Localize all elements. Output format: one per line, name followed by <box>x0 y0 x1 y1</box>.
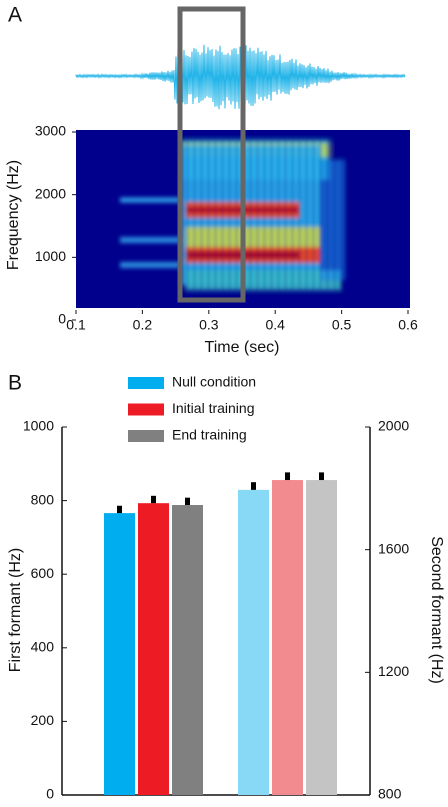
y2-tick-label: 800 <box>378 786 402 802</box>
spectrogram-striation <box>284 130 287 308</box>
x-tick-label: 0.2 <box>133 317 153 333</box>
bar <box>238 489 269 795</box>
legend-label: Initial training <box>172 400 255 416</box>
error-bar <box>285 472 290 481</box>
spectrogram-striation <box>235 130 238 308</box>
legend-swatch <box>128 403 164 416</box>
spectrogram-striation <box>291 130 294 308</box>
spectrogram-striation <box>193 130 196 308</box>
y2-tick-label: 2000 <box>378 418 409 434</box>
spectrogram-striation <box>298 130 301 308</box>
y-tick-label: 800 <box>31 491 55 507</box>
x-tick-label: 0.6 <box>398 317 418 333</box>
spectrogram-striation <box>270 130 273 308</box>
y2-tick-label: 1200 <box>378 663 409 679</box>
spectrogram-striation <box>305 130 308 308</box>
panel-label: A <box>8 4 22 27</box>
error-bar <box>319 472 324 481</box>
spectrogram-striation <box>214 130 217 308</box>
highlight-box <box>177 6 246 303</box>
bar <box>104 513 135 795</box>
spectrogram-striation <box>221 130 224 308</box>
waveform-line <box>75 43 406 110</box>
spectrogram-striation <box>263 130 266 308</box>
bar <box>306 480 337 795</box>
spectrogram-band <box>120 237 180 243</box>
y-tick-label: 200 <box>31 712 55 728</box>
y-tick-label: 3000 <box>35 123 66 139</box>
y2-tick-label: 1600 <box>378 540 409 556</box>
y-tick-label: 0 <box>58 311 66 327</box>
spectrogram-striation <box>326 130 329 308</box>
legend-swatch <box>128 377 164 389</box>
y-tick-label: 400 <box>31 639 55 655</box>
y-tick-label: 600 <box>31 565 55 581</box>
x-tick-label: 0.1 <box>66 317 86 333</box>
spectrogram-striation <box>312 130 315 308</box>
spectrogram-striation <box>207 130 210 308</box>
y2-axis-label: Second formant (Hz) <box>428 536 445 684</box>
spectrogram-striation <box>333 130 336 308</box>
spectrogram-striation <box>249 130 252 308</box>
spectrogram-striation <box>319 130 322 308</box>
y-axis-label: Frequency (Hz) <box>5 160 22 270</box>
spectrogram-striation <box>186 130 189 308</box>
legend-label: Null condition <box>172 374 256 390</box>
spectrogram-band <box>120 262 180 268</box>
waveform <box>75 43 406 110</box>
y-axis-label: First formant (Hz) <box>7 548 24 672</box>
legend-swatch <box>128 430 164 442</box>
x-tick-label: 0.4 <box>265 317 285 333</box>
y-tick-label: 1000 <box>23 418 54 434</box>
error-bar <box>251 482 256 490</box>
spectrogram-striation <box>256 130 259 308</box>
error-bar <box>117 505 122 514</box>
legend-label: End training <box>172 427 247 443</box>
error-bar <box>185 497 190 506</box>
panel-label: B <box>8 372 22 395</box>
y-tick-label: 0 <box>46 786 54 802</box>
spectrogram-striation <box>228 130 231 308</box>
x-tick-label: 0.3 <box>199 317 219 333</box>
y-tick-label: 2000 <box>35 185 66 201</box>
spectrogram-band <box>120 197 180 203</box>
bar <box>138 503 169 795</box>
bar <box>172 505 203 795</box>
error-bar <box>151 495 156 504</box>
x-tick-label: 0.5 <box>332 317 352 333</box>
y-tick-label: 1000 <box>35 248 66 264</box>
spectrogram-striation <box>340 130 343 308</box>
spectrogram-striation <box>200 130 203 308</box>
x-axis-label: Time (sec) <box>205 339 280 356</box>
bar <box>272 480 303 795</box>
spectrogram-striation <box>277 130 280 308</box>
